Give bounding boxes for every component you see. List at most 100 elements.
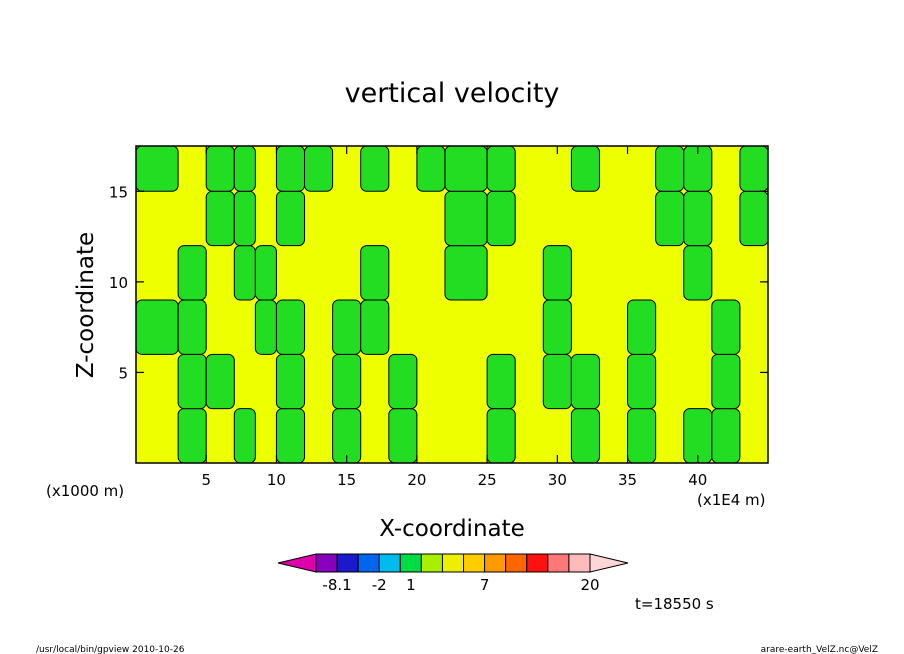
negative-region bbox=[711, 408, 741, 464]
negative-region bbox=[683, 190, 713, 247]
colorbar-segment bbox=[357, 553, 380, 573]
negative-region bbox=[570, 145, 600, 192]
negative-region bbox=[332, 408, 362, 464]
negative-region bbox=[360, 299, 390, 355]
negative-region bbox=[486, 408, 516, 464]
negative-region bbox=[177, 245, 207, 301]
x-tick-label: 20 bbox=[407, 471, 426, 489]
negative-region bbox=[332, 299, 362, 355]
x-unit-right: (x1E4 m) bbox=[697, 491, 766, 509]
colorbar-tick-label: 1 bbox=[406, 576, 416, 594]
negative-region bbox=[444, 190, 488, 247]
y-axis: 5 10 15 bbox=[109, 183, 768, 382]
negative-region bbox=[177, 353, 207, 410]
colorbar-tick-label: -8.1 bbox=[322, 576, 351, 594]
negative-region bbox=[254, 299, 277, 355]
plot-frame bbox=[135, 145, 769, 464]
colorbar-arrow-high bbox=[589, 553, 629, 573]
x-axis-label: X-coordinate bbox=[379, 516, 525, 542]
colorbar-tick-label: -2 bbox=[372, 576, 387, 594]
colorbar-arrow-low bbox=[277, 553, 317, 573]
velocity-field bbox=[135, 145, 769, 464]
negative-region bbox=[486, 145, 516, 192]
negative-region bbox=[360, 145, 390, 192]
time-label: t=18550 s bbox=[635, 595, 714, 613]
y-tick-label: 15 bbox=[109, 183, 128, 201]
chart-title: vertical velocity bbox=[345, 78, 560, 109]
colorbar-tick-label: 20 bbox=[580, 576, 599, 594]
negative-region bbox=[627, 353, 657, 410]
negative-region bbox=[233, 145, 256, 192]
negative-region bbox=[683, 408, 713, 464]
colorbar-tick-label: 7 bbox=[480, 576, 490, 594]
colorbar-segment bbox=[399, 553, 422, 573]
negative-region bbox=[233, 408, 256, 464]
y-axis-label: Z-coordinate bbox=[73, 232, 99, 378]
x-tick-label: 30 bbox=[548, 471, 567, 489]
colorbar-segment bbox=[505, 553, 528, 573]
negative-region bbox=[233, 190, 256, 247]
colorbar-segment bbox=[463, 553, 486, 573]
negative-region bbox=[388, 408, 418, 464]
negative-region bbox=[275, 353, 306, 410]
negative-region bbox=[275, 408, 306, 464]
negative-region bbox=[233, 245, 256, 301]
negative-region bbox=[135, 145, 179, 192]
y-tick-label: 5 bbox=[118, 364, 128, 382]
negative-region bbox=[542, 299, 572, 355]
negative-region bbox=[486, 190, 516, 247]
negative-region bbox=[205, 190, 235, 247]
x-tick-label: 40 bbox=[688, 471, 707, 489]
footer-left: /usr/local/bin/gpview 2010-10-26 bbox=[36, 645, 185, 654]
colorbar-segment bbox=[315, 553, 338, 573]
negative-region bbox=[542, 245, 572, 301]
negative-region bbox=[205, 145, 235, 192]
negative-region bbox=[275, 145, 306, 192]
negative-region bbox=[275, 299, 306, 355]
negative-region bbox=[444, 145, 488, 192]
x-axis: 5 10 15 20 25 30 35 40 bbox=[201, 146, 707, 489]
negative-region bbox=[416, 145, 446, 192]
footer-right: arare-earth_VelZ.nc@VelZ bbox=[761, 645, 878, 654]
negative-region bbox=[275, 190, 306, 247]
negative-region bbox=[360, 245, 390, 301]
negative-region bbox=[444, 245, 488, 301]
negative-region bbox=[711, 353, 741, 410]
negative-region bbox=[739, 145, 769, 192]
negative-region bbox=[486, 353, 516, 410]
negative-region bbox=[627, 299, 657, 355]
negative-region bbox=[135, 299, 179, 355]
x-tick-label: 10 bbox=[267, 471, 286, 489]
negative-region bbox=[627, 408, 657, 464]
x-unit-left: (x1000 m) bbox=[46, 482, 124, 500]
negative-region bbox=[655, 145, 685, 192]
negative-region bbox=[304, 145, 334, 192]
negative-region bbox=[655, 190, 685, 247]
negative-region bbox=[570, 353, 600, 410]
x-tick-label: 35 bbox=[618, 471, 637, 489]
negative-region bbox=[205, 353, 235, 410]
x-tick-label: 5 bbox=[201, 471, 211, 489]
colorbar-segment bbox=[547, 553, 570, 573]
colorbar-segment bbox=[441, 553, 465, 573]
negative-region bbox=[254, 245, 277, 301]
colorbar-labels: -8.1 -2 1 7 20 bbox=[322, 576, 599, 594]
colorbar-segment bbox=[336, 553, 359, 573]
y-tick-label: 10 bbox=[109, 274, 128, 292]
negative-region bbox=[683, 245, 713, 301]
negative-region bbox=[739, 190, 769, 247]
negative-region bbox=[542, 353, 572, 410]
negative-region bbox=[388, 353, 418, 410]
x-tick-label: 15 bbox=[337, 471, 356, 489]
negative-region bbox=[332, 353, 362, 410]
negative-region bbox=[177, 408, 207, 464]
negative-region bbox=[570, 408, 600, 464]
colorbar-segment bbox=[568, 553, 591, 573]
negative-region bbox=[711, 299, 741, 355]
colorbar-segment bbox=[526, 553, 549, 573]
colorbar-segment bbox=[484, 553, 507, 573]
x-tick-label: 25 bbox=[478, 471, 497, 489]
colorbar-segment bbox=[420, 553, 443, 573]
colorbar bbox=[277, 553, 629, 573]
